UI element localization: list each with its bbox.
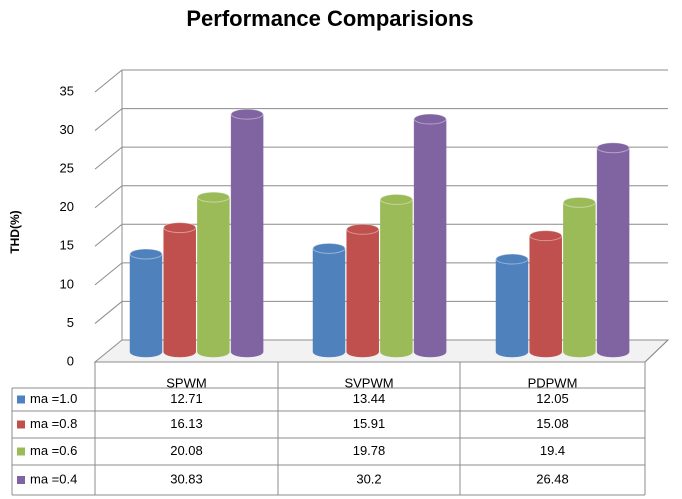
grid-line xyxy=(94,223,668,247)
grid-line xyxy=(94,108,668,131)
table-value: 30.2 xyxy=(356,471,381,486)
bar-top xyxy=(312,242,346,254)
y-tick-label: 15 xyxy=(60,238,74,253)
legend-swatch xyxy=(17,395,25,404)
table-value: 19.4 xyxy=(540,443,565,458)
y-tick-label: 0 xyxy=(67,353,74,368)
bar xyxy=(230,114,264,358)
bar-top xyxy=(562,196,596,208)
table-value: 20.08 xyxy=(170,443,203,458)
x-tick-label: SPWM xyxy=(166,375,206,390)
table-value: 19.78 xyxy=(353,443,386,458)
legend-label: ma =0.6 xyxy=(30,443,77,458)
bar xyxy=(529,235,562,358)
bar-top xyxy=(129,248,163,260)
grid-line xyxy=(94,146,668,170)
bar xyxy=(495,258,529,358)
bar xyxy=(596,147,630,358)
bar-top xyxy=(346,223,380,235)
table-value: 16.13 xyxy=(170,416,203,431)
bar-top xyxy=(196,191,230,203)
grid-line xyxy=(94,300,668,324)
y-tick-label: 25 xyxy=(60,161,74,176)
bar-top xyxy=(529,230,563,242)
bar-top xyxy=(596,142,630,154)
bar xyxy=(312,248,346,358)
axis-edge xyxy=(644,339,669,363)
bar xyxy=(163,227,196,358)
table-value: 12.71 xyxy=(170,391,203,406)
bar-top xyxy=(379,193,413,205)
bar-top xyxy=(413,113,447,125)
bar xyxy=(380,199,413,358)
legend-label: ma =1.0 xyxy=(30,391,77,406)
bar-top xyxy=(230,108,264,120)
y-tick-label: 10 xyxy=(60,276,74,291)
x-tick-label: PDPWM xyxy=(528,375,578,390)
bar xyxy=(346,229,379,358)
y-tick-label: 30 xyxy=(60,122,74,137)
grid-line xyxy=(94,185,668,209)
legend-label: ma =0.4 xyxy=(30,471,77,486)
bar xyxy=(563,202,596,358)
table-value: 12.05 xyxy=(536,391,569,406)
bar xyxy=(413,118,447,358)
y-tick-label: 20 xyxy=(60,199,74,214)
legend-swatch xyxy=(17,420,25,429)
grid-line xyxy=(94,262,668,286)
legend-swatch xyxy=(17,476,25,484)
table-value: 30.83 xyxy=(170,471,203,486)
table-value: 15.91 xyxy=(353,416,386,431)
y-tick-label: 35 xyxy=(60,83,74,98)
bar xyxy=(129,253,163,358)
chart-title: Performance Comparisions xyxy=(186,6,473,31)
bar xyxy=(197,197,230,358)
bar-top xyxy=(163,222,197,234)
grid-line xyxy=(94,69,668,93)
legend-label: ma =0.8 xyxy=(30,416,77,431)
table-value: 26.48 xyxy=(536,471,569,486)
y-tick-label: 5 xyxy=(67,315,74,330)
bar-top xyxy=(495,253,529,265)
table-value: 15.08 xyxy=(536,416,569,431)
x-tick-label: SVPWM xyxy=(344,375,393,390)
legend-swatch xyxy=(17,447,25,456)
table-value: 13.44 xyxy=(353,391,386,406)
y-axis-label: THD(%) xyxy=(8,210,22,253)
